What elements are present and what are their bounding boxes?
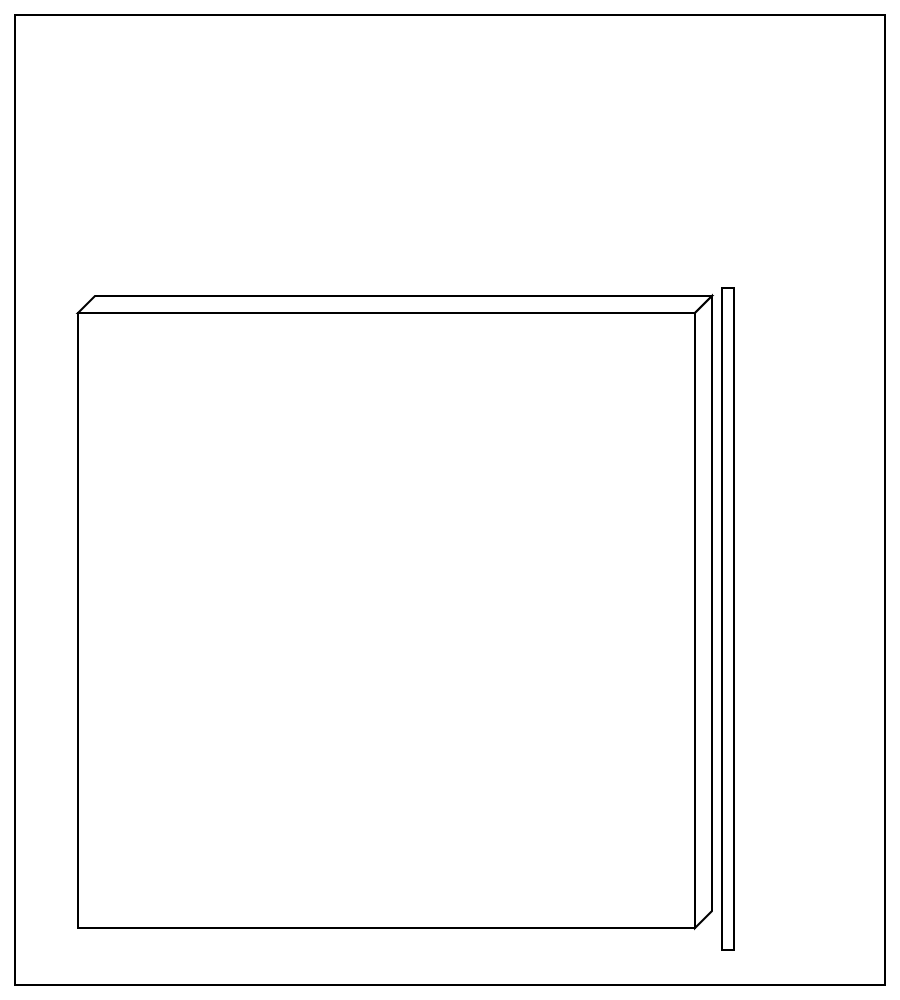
svg-marker-1 bbox=[78, 296, 712, 313]
svg-rect-3 bbox=[78, 313, 695, 928]
svg-marker-2 bbox=[695, 296, 712, 928]
svg-rect-4 bbox=[722, 288, 734, 950]
